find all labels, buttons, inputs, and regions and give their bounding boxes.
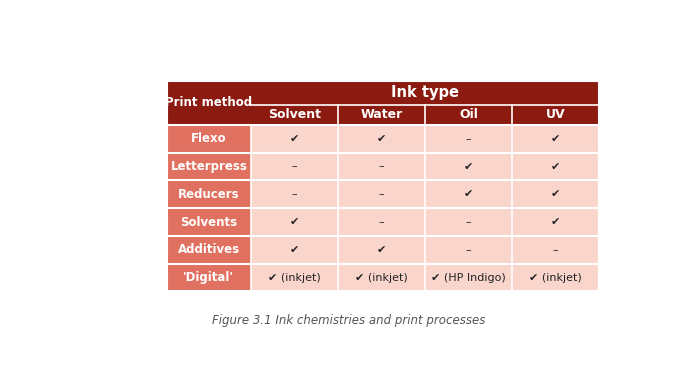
Bar bbox=[167, 180, 251, 208]
Text: ✔ (inkjet): ✔ (inkjet) bbox=[268, 272, 321, 282]
Text: ✔ (inkjet): ✔ (inkjet) bbox=[529, 272, 581, 282]
Text: ✔: ✔ bbox=[551, 189, 560, 199]
Text: ✔: ✔ bbox=[290, 245, 299, 255]
Bar bbox=[338, 153, 425, 180]
Text: ✔: ✔ bbox=[377, 245, 386, 255]
Bar bbox=[338, 236, 425, 264]
Text: Additives: Additives bbox=[177, 243, 240, 256]
Text: ✔: ✔ bbox=[377, 134, 386, 144]
Bar bbox=[425, 105, 512, 125]
Bar bbox=[512, 264, 599, 291]
Text: –: – bbox=[466, 217, 471, 227]
Text: Oil: Oil bbox=[459, 108, 478, 122]
Bar bbox=[425, 208, 512, 236]
Bar bbox=[425, 180, 512, 208]
Text: Ink type: Ink type bbox=[391, 86, 459, 100]
Text: ✔ (inkjet): ✔ (inkjet) bbox=[355, 272, 408, 282]
Text: ✔: ✔ bbox=[464, 189, 473, 199]
Text: –: – bbox=[466, 245, 471, 255]
Text: Solvents: Solvents bbox=[180, 215, 237, 228]
Text: –: – bbox=[292, 189, 297, 199]
Bar bbox=[338, 180, 425, 208]
Bar bbox=[251, 81, 599, 105]
Bar bbox=[167, 81, 251, 125]
Bar bbox=[338, 264, 425, 291]
Text: –: – bbox=[553, 245, 558, 255]
Bar bbox=[425, 236, 512, 264]
Text: Solvent: Solvent bbox=[268, 108, 321, 122]
Bar bbox=[338, 125, 425, 153]
Bar bbox=[167, 264, 251, 291]
Text: ✔: ✔ bbox=[290, 217, 299, 227]
Bar bbox=[512, 153, 599, 180]
Bar bbox=[251, 208, 338, 236]
Bar bbox=[251, 236, 338, 264]
Text: ✔: ✔ bbox=[551, 134, 560, 144]
Text: ✔ (HP Indigo): ✔ (HP Indigo) bbox=[431, 272, 506, 282]
Bar bbox=[251, 125, 338, 153]
Bar bbox=[512, 236, 599, 264]
Bar bbox=[251, 264, 338, 291]
Bar bbox=[167, 153, 251, 180]
Text: Flexo: Flexo bbox=[191, 132, 226, 145]
Text: Reducers: Reducers bbox=[178, 188, 239, 201]
Text: Letterpress: Letterpress bbox=[171, 160, 248, 173]
Text: 'Digital': 'Digital' bbox=[184, 271, 235, 284]
Bar bbox=[167, 125, 251, 153]
Bar bbox=[251, 153, 338, 180]
Bar bbox=[167, 236, 251, 264]
Text: ✔: ✔ bbox=[464, 162, 473, 171]
Bar bbox=[425, 153, 512, 180]
Text: ✔: ✔ bbox=[290, 134, 299, 144]
Text: UV: UV bbox=[545, 108, 565, 122]
Bar bbox=[512, 125, 599, 153]
Text: –: – bbox=[379, 189, 384, 199]
Text: ✔: ✔ bbox=[551, 217, 560, 227]
Text: Print method: Print method bbox=[165, 97, 252, 109]
Text: –: – bbox=[466, 134, 471, 144]
Text: –: – bbox=[292, 162, 297, 171]
Text: Figure 3.1 Ink chemistries and print processes: Figure 3.1 Ink chemistries and print pro… bbox=[211, 314, 486, 327]
Bar bbox=[251, 180, 338, 208]
Bar bbox=[251, 105, 338, 125]
Bar bbox=[425, 125, 512, 153]
Bar bbox=[512, 208, 599, 236]
Text: Water: Water bbox=[360, 108, 403, 122]
Bar bbox=[425, 264, 512, 291]
Text: –: – bbox=[379, 217, 384, 227]
Bar bbox=[338, 105, 425, 125]
Bar bbox=[512, 105, 599, 125]
Bar bbox=[338, 208, 425, 236]
Text: ✔: ✔ bbox=[551, 162, 560, 171]
Text: –: – bbox=[379, 162, 384, 171]
Bar bbox=[512, 180, 599, 208]
Bar bbox=[167, 208, 251, 236]
